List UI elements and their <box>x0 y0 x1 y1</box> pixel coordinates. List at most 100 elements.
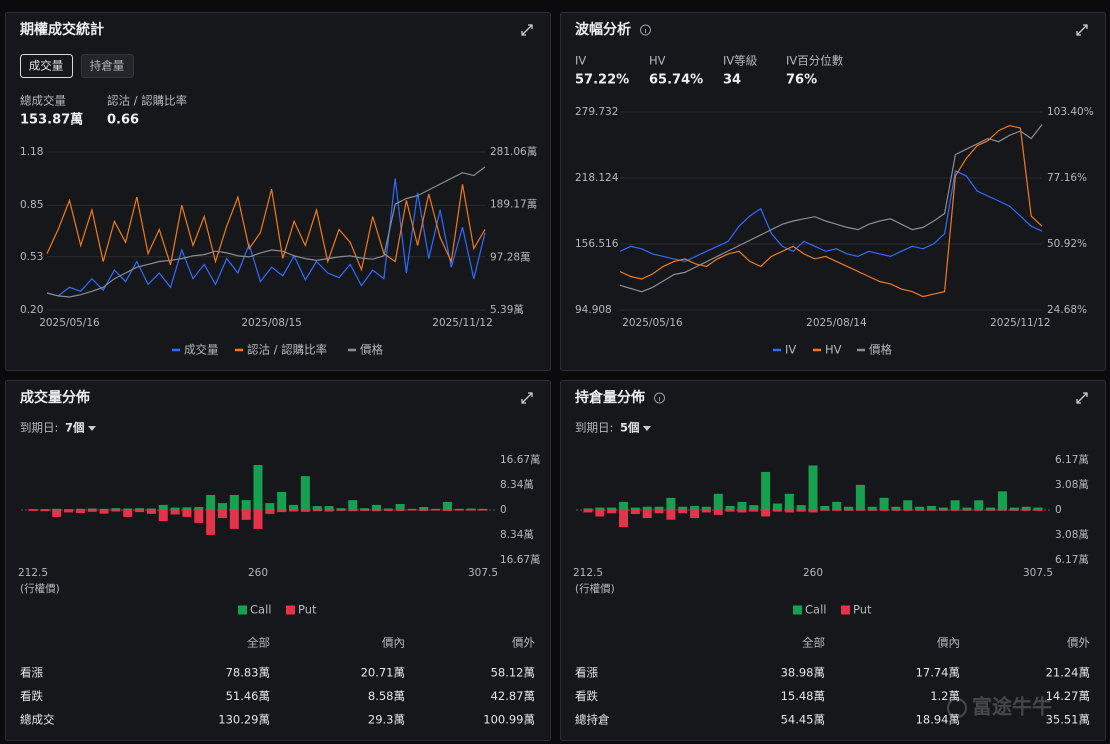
panel <box>5 12 551 371</box>
tab[interactable] <box>81 54 134 78</box>
bar <box>903 510 913 511</box>
legend-label: Put <box>298 603 317 617</box>
stat-value: 57.22% <box>575 73 629 88</box>
bar <box>158 504 168 510</box>
stat-label: HV <box>649 54 666 68</box>
bar <box>52 508 62 510</box>
expand-icon[interactable] <box>521 24 533 36</box>
y2-tick-label: 103.40% <box>1047 106 1094 118</box>
table-header: 價內 <box>382 636 405 650</box>
table-row-label: 總持倉 <box>575 713 610 727</box>
axis-note: (行權價) <box>20 582 60 595</box>
table-cell: 15.48萬 <box>781 689 825 703</box>
expiry-value[interactable]: 7個 <box>65 421 85 435</box>
bar <box>974 510 984 511</box>
bar <box>997 510 1007 511</box>
stat-value: 0.66 <box>107 113 139 128</box>
table-row-label: 看跌 <box>575 689 598 703</box>
series-line <box>46 166 486 298</box>
stat-value: 153.87萬 <box>20 112 83 128</box>
expiry-value[interactable]: 5個 <box>620 421 640 435</box>
tab-label[interactable]: 成交量 <box>29 59 64 73</box>
tab-active[interactable] <box>20 54 73 78</box>
panel <box>560 12 1106 371</box>
bar <box>666 497 676 510</box>
y2-tick-label: 5.39萬 <box>490 303 524 316</box>
expand-icon[interactable] <box>521 392 533 404</box>
bar <box>277 510 287 513</box>
bar <box>336 508 346 510</box>
bar <box>879 497 889 510</box>
bar <box>678 510 688 514</box>
bar <box>182 507 192 510</box>
table-cell: 58.12萬 <box>491 666 535 680</box>
bar <box>630 510 640 515</box>
table-cell: 18.94萬 <box>916 713 960 727</box>
bar <box>1009 510 1019 511</box>
panel-title: 期權成交統計 <box>20 21 104 38</box>
series-line <box>619 170 1043 263</box>
panel <box>560 380 1106 741</box>
bar <box>855 484 865 510</box>
bar <box>395 504 405 510</box>
bar <box>87 510 97 512</box>
y-tick-label: 0 <box>1055 504 1062 516</box>
bar <box>1021 510 1031 511</box>
bar <box>265 503 275 510</box>
bar <box>701 510 711 513</box>
watermark-logo <box>947 698 967 718</box>
bar <box>891 506 901 510</box>
table-cell: 51.46萬 <box>226 689 270 703</box>
y2-tick-label: 281.06萬 <box>490 145 537 158</box>
bar <box>407 510 417 511</box>
bar <box>158 510 168 522</box>
bar <box>289 504 299 510</box>
bar <box>383 510 393 511</box>
bar <box>28 510 38 511</box>
bar <box>1009 507 1019 510</box>
info-icon[interactable] <box>640 24 651 36</box>
legend-label: Call <box>805 603 826 617</box>
table-row-label: 看跌 <box>20 689 43 703</box>
bar <box>64 509 74 510</box>
bar <box>442 501 452 510</box>
bar <box>123 510 133 517</box>
bar <box>40 510 50 512</box>
bar <box>454 508 464 510</box>
bar <box>277 492 287 510</box>
y-tick-label: 94.908 <box>575 304 612 316</box>
bar <box>1033 507 1043 510</box>
x-tick-label: 2025/11/12 <box>432 317 493 329</box>
x-tick-label: 260 <box>803 567 823 579</box>
expand-icon[interactable] <box>1076 24 1088 36</box>
info-icon[interactable] <box>654 392 665 404</box>
bar <box>182 510 192 517</box>
legend-swatch <box>841 605 850 615</box>
expand-icon[interactable] <box>1076 392 1088 404</box>
tab-label[interactable]: 持倉量 <box>90 59 125 73</box>
dropdown-caret[interactable] <box>88 426 96 431</box>
dropdown-caret[interactable] <box>643 426 651 431</box>
bar <box>761 510 771 517</box>
bar <box>360 510 370 511</box>
y-tick-label: 218.124 <box>575 172 619 184</box>
bar <box>431 508 441 510</box>
bar <box>654 506 664 510</box>
table-cell: 20.71萬 <box>361 666 405 680</box>
bar <box>336 510 346 511</box>
stat-label: IV百分位數 <box>786 54 844 68</box>
stat-label: 總成交量 <box>20 94 66 108</box>
bar <box>300 476 310 510</box>
bar <box>772 503 782 510</box>
bar <box>64 510 74 513</box>
bar <box>206 510 216 535</box>
expiry-label: 到期日: <box>20 421 58 435</box>
bar <box>938 507 948 510</box>
x-tick-label: 2025/08/15 <box>241 317 302 329</box>
y-tick-label: 6.17萬 <box>1055 453 1089 466</box>
bar <box>407 508 417 510</box>
table-cell: 17.74萬 <box>916 666 960 680</box>
table-cell: 54.45萬 <box>781 713 825 727</box>
bar <box>348 510 358 512</box>
